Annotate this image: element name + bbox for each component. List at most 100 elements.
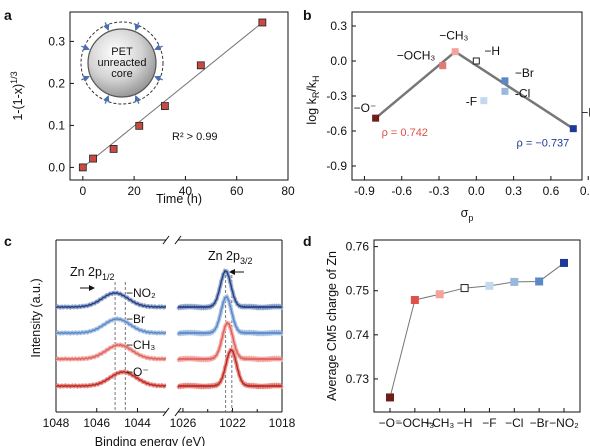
c-xtick-label: 1026 (170, 416, 197, 430)
c-spectrum-fit (177, 295, 283, 335)
a-inset-arrow (103, 22, 110, 31)
b-ylabel-p3: H (311, 75, 321, 82)
b-xlabel-sub: p (468, 213, 473, 223)
b-xtick-label: 0.6 (543, 184, 560, 198)
c-axis-break (162, 235, 170, 245)
c-series-label: −CH₃ (126, 338, 155, 352)
b-rho-left: ρ = 0.742 (382, 127, 428, 139)
c-peak-left-main: Zn 2p (70, 265, 102, 279)
c-spectrum-raw (176, 347, 284, 390)
c-ticks: 1048 1046 1044 1026 1022 1018 (43, 408, 296, 430)
a-inset-arrows (81, 22, 163, 104)
c-peak-left-sub: 1/2 (102, 272, 115, 282)
b-ytick-label: 0.0 (330, 54, 347, 68)
b-point-label: −OCH₃ (397, 49, 436, 63)
c-xtick-label: 1046 (83, 416, 110, 430)
svg-text:Zn 2p1/2: Zn 2p1/2 (70, 265, 114, 282)
b-data-point (501, 77, 509, 85)
b-ylabel-p0: log k (305, 97, 319, 124)
d-data-point (435, 290, 444, 299)
b-ylabel: log kR/kH (305, 75, 321, 124)
c-xtick-label: 1044 (124, 416, 151, 430)
a-ytick-label: 0.3 (48, 34, 65, 48)
b-xtick-label: 0.3 (505, 184, 522, 198)
d-ylabel: Average CM5 charge of Zn (325, 251, 339, 401)
a-inset-arrow (134, 95, 141, 104)
a-ticks: 0 20 40 60 80 0.0 0.1 0.2 0.3 (48, 34, 295, 198)
c-xtick-label: 1022 (219, 416, 246, 430)
b-data-point (501, 87, 509, 95)
d-data-point (410, 295, 419, 304)
a-ylabel-base: 1-(1-x) (11, 84, 25, 121)
c-spectrum-fit (56, 343, 167, 361)
a-inset-label-line1: PET (111, 46, 133, 58)
b-ytick-label: 0.3 (330, 19, 347, 33)
a-xtick-label: 20 (127, 184, 141, 198)
panel-label-d: d (303, 233, 312, 249)
d-ytick-label: 0.75 (346, 284, 370, 298)
d-xtick-label: −CH₃ (425, 416, 454, 430)
panel-a: 0 20 40 60 80 0.0 0.1 0.2 0.3 R² > 0.99 Time (h)… (9, 11, 295, 206)
d-series-line (389, 262, 565, 398)
b-xtick-label: -0.9 (354, 184, 375, 198)
panel-label-b: b (303, 7, 312, 23)
b-xtick-label: 0.0 (468, 184, 485, 198)
a-data-point (109, 145, 118, 153)
c-spectrum-fit (177, 349, 283, 388)
a-data-point (89, 154, 97, 163)
a-ytick-label: 0.0 (48, 160, 65, 174)
a-data-point (196, 61, 205, 70)
c-axis-break (174, 235, 182, 245)
b-ytick-label: -0.6 (326, 124, 347, 138)
c-xlabel: Binding energy (eV) (95, 435, 205, 446)
a-points (78, 18, 267, 172)
a-ylabel: 1-(1-x)1/3 (9, 71, 25, 120)
d-data-point (560, 258, 568, 267)
d-xtick-label: −OCH₃ (396, 416, 435, 430)
a-xtick-label: 0 (79, 184, 86, 198)
b-point-label: −O⁻ (354, 101, 377, 115)
a-ylabel-exp: 1/3 (9, 71, 19, 84)
svg-text:Zn 2p3/2: Zn 2p3/2 (208, 249, 252, 266)
c-spectra (55, 268, 284, 390)
c-peak-label-left: Zn 2p1/2 (70, 265, 114, 291)
b-xtick-label: -0.3 (429, 184, 450, 198)
c-xtick-label: 1018 (269, 416, 296, 430)
a-xtick-label: 80 (281, 184, 295, 198)
d-xtick-label: −Cl (505, 416, 523, 430)
panel-b: -0.9 -0.6 -0.3 0.0 0.3 0.6 0.8 -0.9 -0.6 -0.3 0.0 0… (305, 11, 590, 223)
d-data-point (485, 281, 494, 290)
b-data-point (480, 97, 488, 105)
panel-label-a: a (4, 7, 12, 23)
a-data-point (258, 18, 267, 27)
a-inset-arrow (154, 75, 163, 82)
c-spectrum-fit (56, 317, 166, 335)
b-point-label: -F (466, 95, 477, 109)
b-point-label: -Cl (515, 86, 530, 100)
d-ytick-label: 0.74 (346, 328, 370, 342)
a-inset-arrow (81, 75, 90, 82)
d-data-point (510, 277, 519, 286)
b-points: −O⁻ −OCH₃−CH₃ −H -F -Cl −Br −NO₂ (354, 29, 590, 133)
b-xlabel-main: σ (461, 206, 469, 220)
c-peak-right-main: Zn 2p (208, 249, 240, 263)
d-data-point (386, 393, 394, 402)
a-inset-arrow (134, 22, 141, 31)
a-inset-label-line3: core (111, 68, 132, 80)
c-spectrum-fit (56, 370, 167, 388)
a-data-point (135, 121, 144, 130)
c-peak-right-sub: 3/2 (240, 256, 253, 266)
c-spectrum-fit (177, 269, 283, 309)
c-spectrum-fit (177, 322, 283, 361)
plot-frame-d (373, 239, 581, 413)
b-point-label: −Br (515, 66, 534, 80)
d-ytick-label: 0.76 (346, 240, 370, 254)
b-data-point (569, 125, 577, 133)
c-peak-label-right: Zn 2p3/2 (208, 249, 252, 275)
b-point-label: −NO₂ (581, 106, 590, 120)
d-xtick-label: −F (482, 416, 496, 430)
b-point-label: −H (484, 44, 500, 58)
d-points (386, 258, 568, 402)
d-data-point (535, 277, 544, 286)
